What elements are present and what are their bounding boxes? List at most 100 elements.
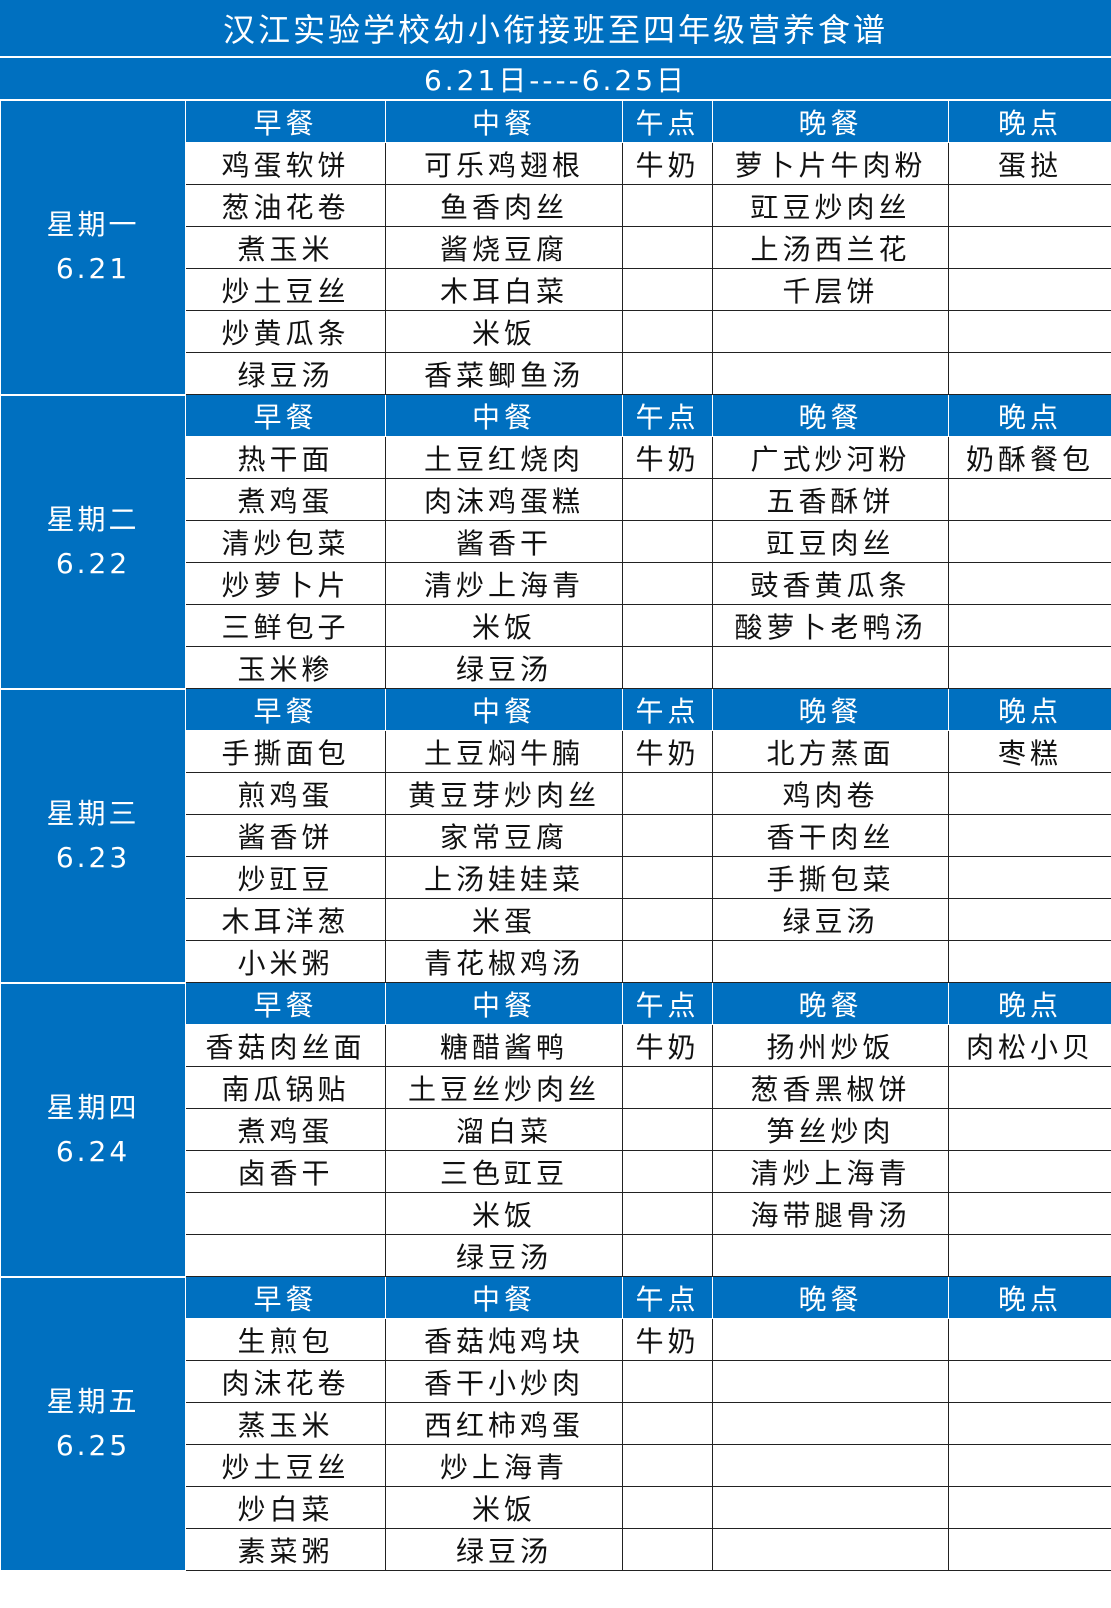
menu-cell-lunch: 溜白菜 [385,1108,623,1151]
menu-cell-lunch: 绿豆汤 [385,1528,623,1571]
menu-cell-lunch: 绿豆汤 [385,646,623,689]
menu-cell-breakfast: 玉米糁 [185,646,386,689]
menu-cell-lunch: 可乐鸡翅根 [385,142,623,185]
menu-cell-night-snack [948,1402,1111,1445]
menu-cell-afternoon-snack [622,1150,713,1193]
menu-cell-breakfast: 香菇肉丝面 [185,1024,386,1067]
column-header-lunch: 中餐 [385,100,623,143]
menu-cell-afternoon-snack [622,1234,713,1277]
day-header-row: 星期五 6.25 早餐 中餐 午点 晚餐 晚点 [0,1276,1111,1572]
menu-cell-afternoon-snack [622,1108,713,1151]
menu-cell-breakfast: 炒土豆丝 [185,1444,386,1487]
menu-cell-night-snack [948,856,1111,899]
menu-cell-lunch: 肉沫鸡蛋糕 [385,478,623,521]
day-date: 6.25 [55,1428,131,1462]
day-label: 星期四 6.24 [0,982,186,1278]
menu-cell-breakfast: 酱香饼 [185,814,386,857]
menu-cell-night-snack [948,898,1111,941]
menu-cell-breakfast: 炒土豆丝 [185,268,386,311]
menu-row: 煮玉米 酱烧豆腐 上汤西兰花 [1,226,1111,269]
menu-cell-lunch: 米蛋 [385,898,623,941]
menu-cell-lunch: 炒上海青 [385,1444,623,1487]
menu-cell-breakfast: 卤香干 [185,1150,386,1193]
menu-cell-afternoon-snack: 牛奶 [622,1318,713,1361]
day-name: 星期一 [46,208,140,242]
menu-cell-lunch: 米饭 [385,604,623,647]
menu-row: 素菜粥 绿豆汤 [1,1528,1111,1571]
menu-cell-night-snack [948,604,1111,647]
menu-cell-lunch: 香菜鲫鱼汤 [385,352,623,395]
menu-row: 卤香干 三色豇豆 清炒上海青 [1,1150,1111,1193]
menu-row: 热干面 土豆红烧肉 牛奶 广式炒河粉 奶酥餐包 [1,436,1111,479]
menu-cell-afternoon-snack [622,604,713,647]
menu-row: 小米粥 青花椒鸡汤 [1,940,1111,983]
menu-cell-breakfast: 小米粥 [185,940,386,983]
menu-cell-dinner [712,940,949,983]
menu-cell-breakfast: 鸡蛋软饼 [185,142,386,185]
menu-cell-breakfast: 木耳洋葱 [185,898,386,941]
menu-cell-breakfast: 南瓜锅贴 [185,1066,386,1109]
column-header-dinner: 晚餐 [712,982,949,1025]
menu-cell-night-snack: 蛋挞 [948,142,1111,185]
menu-cell-night-snack [948,1486,1111,1529]
menu-cell-lunch: 糖醋酱鸭 [385,1024,623,1067]
menu-cell-lunch: 青花椒鸡汤 [385,940,623,983]
day-name: 星期四 [46,1090,140,1124]
menu-cell-dinner: 手撕包菜 [712,856,949,899]
menu-cell-lunch: 土豆红烧肉 [385,436,623,479]
menu-cell-dinner [712,646,949,689]
menu-cell-afternoon-snack [622,1528,713,1571]
menu-cell-dinner: 酸萝卜老鸭汤 [712,604,949,647]
menu-cell-afternoon-snack [622,310,713,353]
menu-cell-night-snack [948,226,1111,269]
menu-cell-dinner: 清炒上海青 [712,1150,949,1193]
menu-cell-breakfast: 肉沫花卷 [185,1360,386,1403]
menu-cell-dinner: 北方蒸面 [712,730,949,773]
menu-cell-dinner [712,1318,949,1361]
menu-cell-breakfast: 热干面 [185,436,386,479]
column-header-night-snack: 晚点 [948,1276,1111,1319]
column-header-dinner: 晚餐 [712,688,949,731]
menu-cell-afternoon-snack [622,646,713,689]
menu-cell-night-snack [948,1318,1111,1361]
menu-cell-breakfast: 绿豆汤 [185,352,386,395]
menu-cell-dinner: 绿豆汤 [712,898,949,941]
date-range: 6.21日----6.25日 [0,58,1111,100]
menu-cell-afternoon-snack [622,1192,713,1235]
menu-cell-dinner [712,1486,949,1529]
menu-cell-breakfast: 蒸玉米 [185,1402,386,1445]
menu-cell-dinner [712,1360,949,1403]
menu-cell-dinner: 葱香黑椒饼 [712,1066,949,1109]
menu-cell-dinner [712,1528,949,1571]
menu-cell-night-snack [948,1528,1111,1571]
menu-cell-breakfast: 煮鸡蛋 [185,478,386,521]
menu-cell-dinner [712,1234,949,1277]
menu-row: 生煎包 香菇炖鸡块 牛奶 [1,1318,1111,1361]
menu-cell-night-snack [948,268,1111,311]
day-header-row: 星期三 6.23 早餐 中餐 午点 晚餐 晚点 [0,688,1111,984]
menu-cell-breakfast: 煮鸡蛋 [185,1108,386,1151]
menu-cell-afternoon-snack [622,520,713,563]
column-header-afternoon-snack: 午点 [622,394,713,437]
menu-cell-lunch: 土豆焖牛腩 [385,730,623,773]
column-header-night-snack: 晚点 [948,100,1111,143]
menu-cell-breakfast: 炒黄瓜条 [185,310,386,353]
menu-row: 肉沫花卷 香干小炒肉 [1,1360,1111,1403]
menu-cell-dinner [712,310,949,353]
menu-cell-afternoon-snack [622,478,713,521]
menu-cell-afternoon-snack [622,814,713,857]
menu-cell-lunch: 鱼香肉丝 [385,184,623,227]
column-header-dinner: 晚餐 [712,394,949,437]
menu-cell-breakfast: 手撕面包 [185,730,386,773]
menu-cell-breakfast: 煮玉米 [185,226,386,269]
menu-cell-lunch: 黄豆芽炒肉丝 [385,772,623,815]
menu-cell-dinner: 豇豆炒肉丝 [712,184,949,227]
menu-cell-night-snack [948,1444,1111,1487]
day-header-row: 星期四 6.24 早餐 中餐 午点 晚餐 晚点 [0,982,1111,1278]
menu-cell-lunch: 家常豆腐 [385,814,623,857]
column-header-night-snack: 晚点 [948,982,1111,1025]
day-label: 星期一 6.21 [0,100,186,396]
column-header-night-snack: 晚点 [948,394,1111,437]
menu-cell-lunch: 米饭 [385,1486,623,1529]
menu-row: 炒白菜 米饭 [1,1486,1111,1529]
